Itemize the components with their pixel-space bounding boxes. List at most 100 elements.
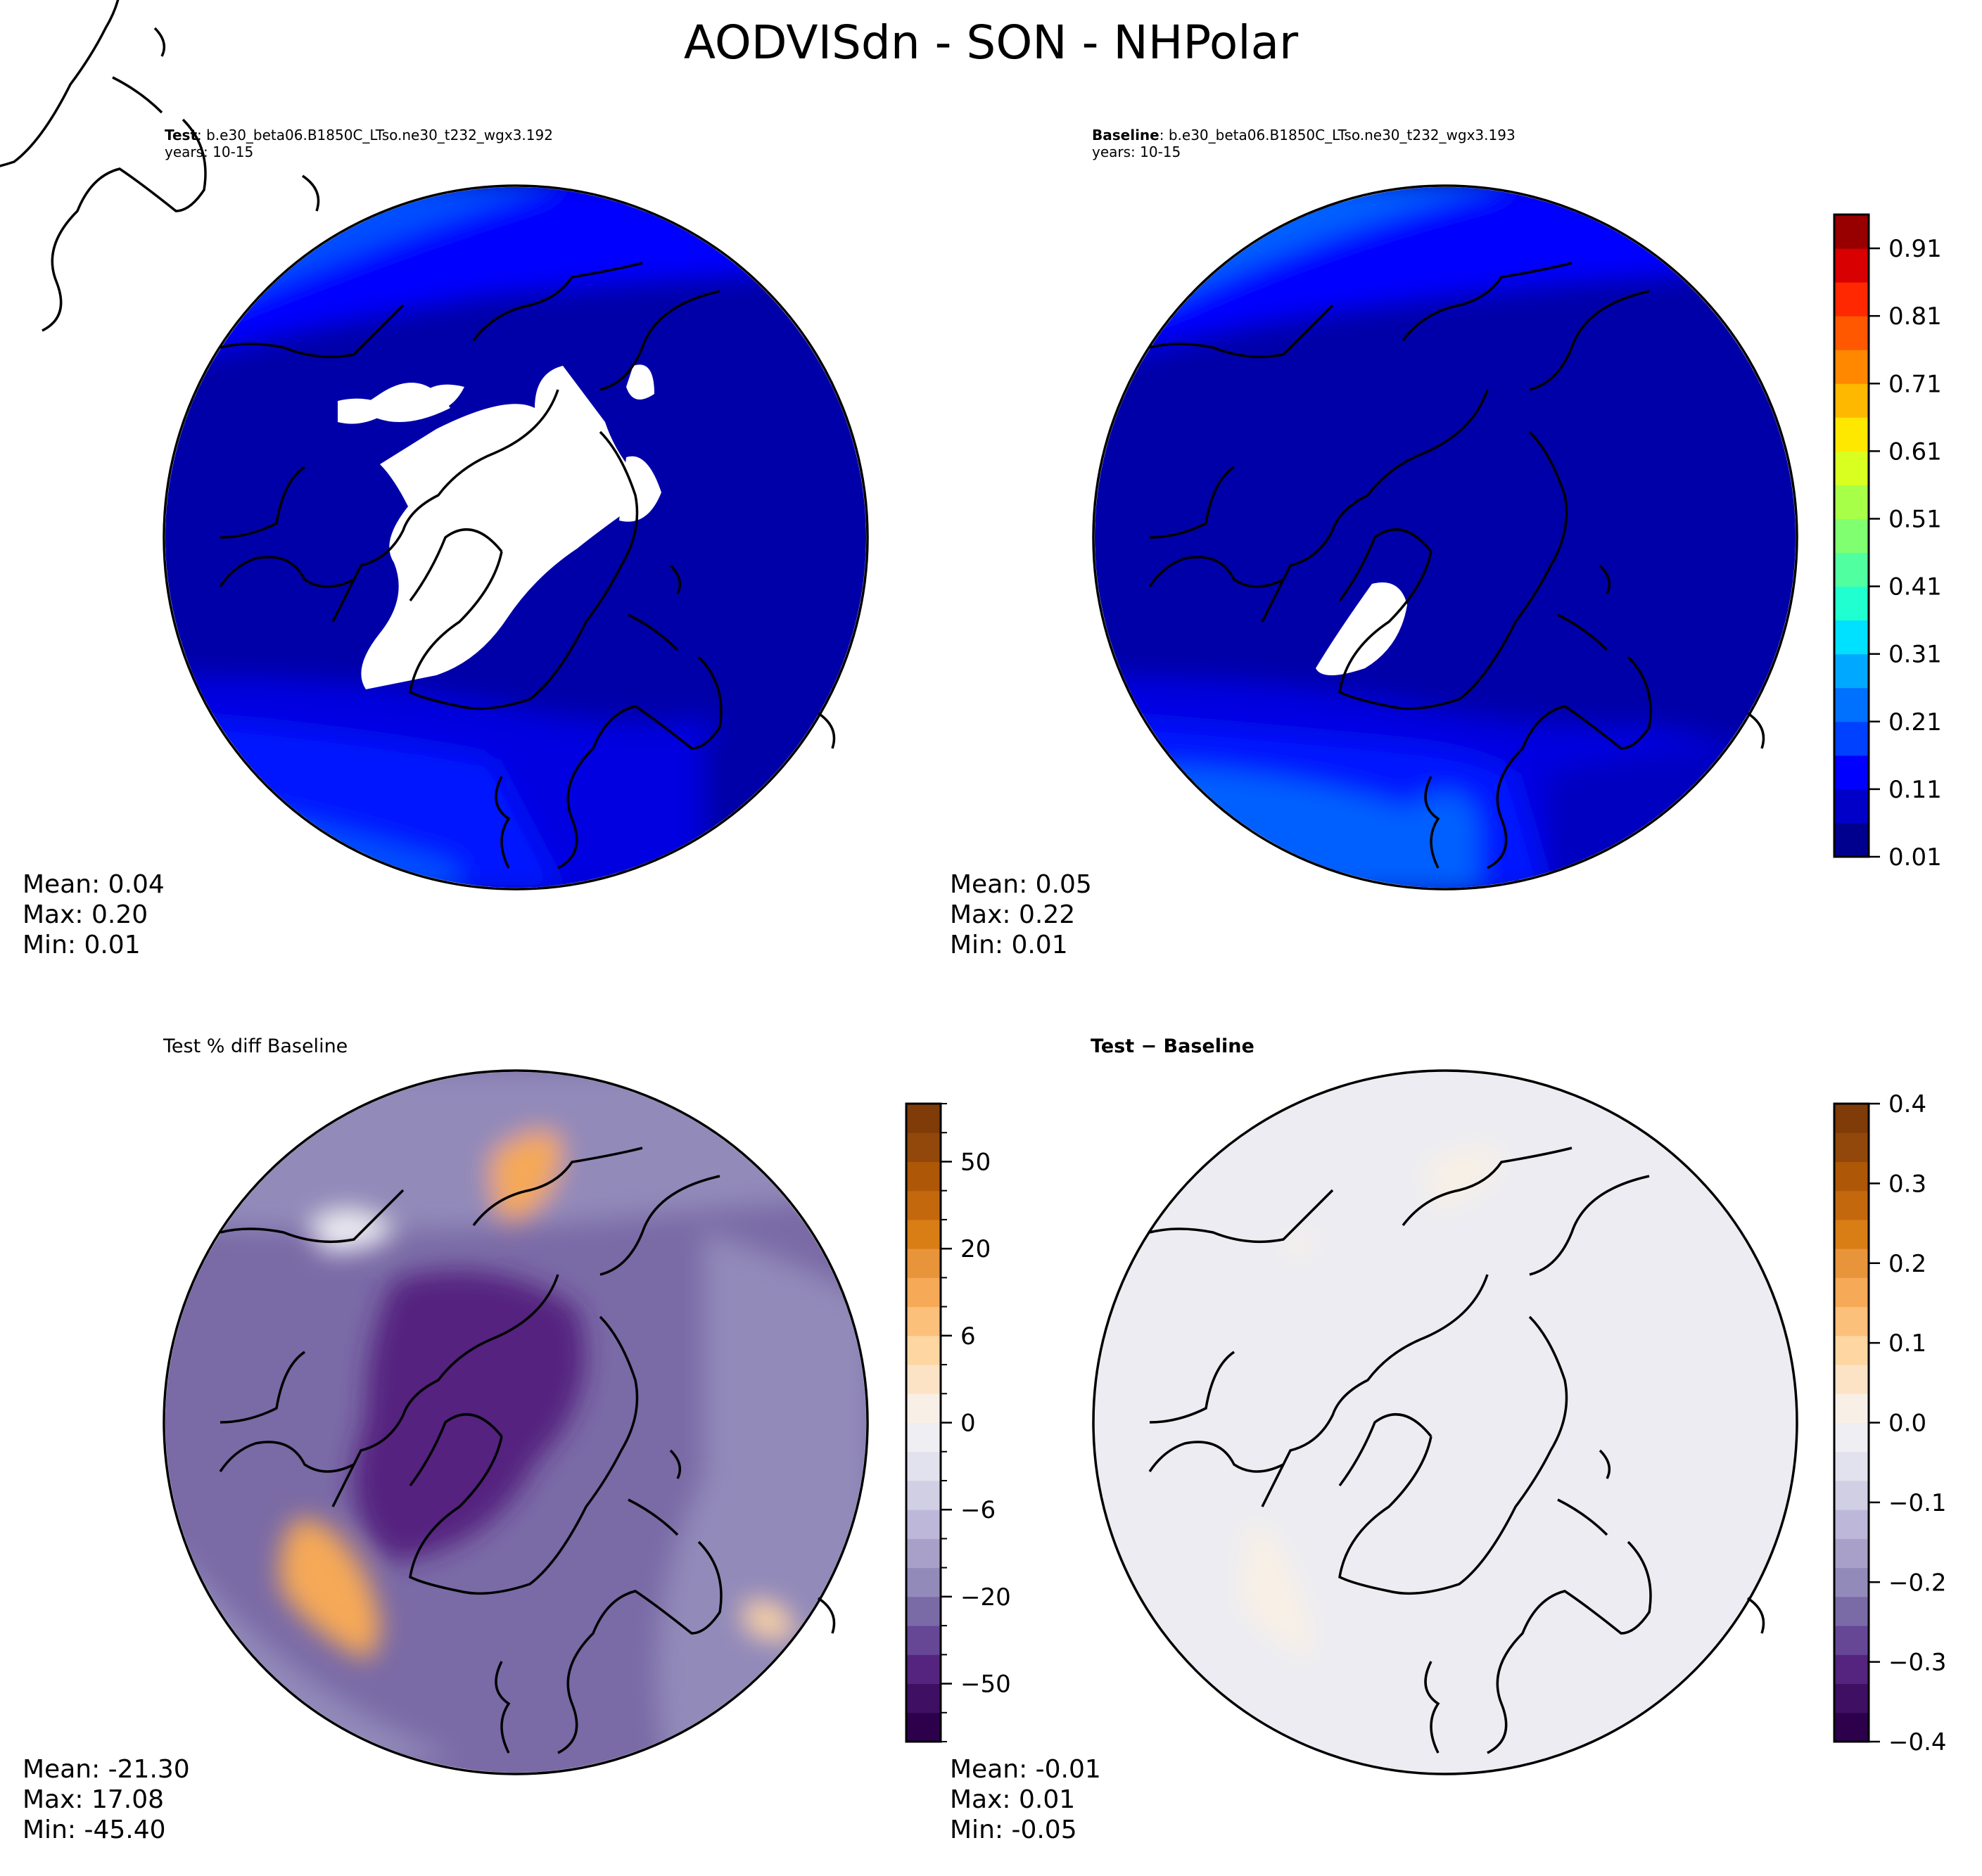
- pctdiff-colorbar-band: [906, 1422, 941, 1453]
- absdiff-tick-label: 0.2: [1888, 1250, 1926, 1278]
- jet-colorbar-band: [1834, 687, 1869, 722]
- pctdiff-colorbar-band: [906, 1538, 941, 1569]
- absdiff-colorbar-band: [1834, 1393, 1869, 1423]
- baseline-label: Baseline: [1092, 127, 1160, 143]
- abs-diff-max: Max: 0.01: [950, 1785, 1076, 1814]
- absdiff-tick-label: 0.1: [1888, 1329, 1926, 1358]
- absdiff-colorbar-band: [1834, 1451, 1869, 1481]
- jet-tick-label: 0.91: [1888, 235, 1942, 263]
- pctdiff-colorbar-band: [906, 1451, 941, 1481]
- pct-diff-mean: Mean: -21.30: [23, 1755, 190, 1784]
- baseline-mean: Mean: 0.05: [950, 870, 1092, 899]
- pctdiff-colorbar-band: [906, 1596, 941, 1626]
- baseline-max: Max: 0.22: [950, 900, 1076, 929]
- jet-colorbar: 0.01 0.11 0.21 0.31 0.41 0.51 0.61 0.71 0.81 0.91: [1833, 213, 1942, 872]
- jet-colorbar-band: [1834, 282, 1869, 317]
- absdiff-colorbar-band: [1834, 1104, 1869, 1133]
- abs-diff-colorbar: −0.4 −0.3 −0.2 −0.1 0.0 0.1 0.2 0.3 0.4: [1833, 1090, 1947, 1756]
- pctdiff-tick-label: 0: [960, 1410, 976, 1438]
- jet-colorbar-band: [1834, 620, 1869, 655]
- jet-tick-label: 0.51: [1888, 505, 1942, 533]
- absdiff-colorbar-band: [1834, 1335, 1869, 1365]
- pctdiff-colorbar-band: [906, 1712, 941, 1742]
- pctdiff-colorbar-band: [906, 1626, 941, 1655]
- jet-tick-label: 0.11: [1888, 776, 1942, 804]
- pctdiff-tick-label: −20: [960, 1583, 1011, 1612]
- pctdiff-colorbar-band: [906, 1161, 941, 1192]
- absdiff-colorbar-band: [1834, 1422, 1869, 1453]
- absdiff-tick-label: −0.2: [1888, 1569, 1947, 1597]
- abs-diff-mean: Mean: -0.01: [950, 1755, 1101, 1784]
- pctdiff-tick-label: 6: [960, 1322, 976, 1351]
- pctdiff-colorbar-band: [906, 1510, 941, 1539]
- jet-tick-label: 0.61: [1888, 438, 1942, 466]
- absdiff-colorbar-band: [1834, 1567, 1869, 1597]
- figure-title: AODVISdn - SON - NHPolar: [683, 15, 1299, 70]
- jet-tick-label: 0.81: [1888, 302, 1942, 331]
- jet-colorbar-band: [1834, 417, 1869, 452]
- test-stats: Mean: 0.04 Max: 0.20 Min: 0.01: [23, 869, 165, 960]
- baseline-map-border: [1092, 184, 1798, 891]
- jet-colorbar-band: [1834, 350, 1869, 384]
- pctdiff-tick-label: 50: [960, 1148, 991, 1176]
- pctdiff-colorbar-band: [906, 1654, 941, 1685]
- pctdiff-colorbar-band: [906, 1190, 941, 1220]
- jet-colorbar-band: [1834, 451, 1869, 485]
- abs-diff-map: [1095, 1072, 1796, 1773]
- pctdiff-colorbar-band: [906, 1335, 941, 1365]
- pct-diff-min: Min: -45.40: [23, 1816, 166, 1844]
- jet-colorbar-band: [1834, 215, 1869, 249]
- absdiff-colorbar-band: [1834, 1190, 1869, 1220]
- absdiff-colorbar-band: [1834, 1132, 1869, 1162]
- absdiff-tick-label: 0.4: [1888, 1090, 1926, 1118]
- absdiff-colorbar-band: [1834, 1626, 1869, 1655]
- pct-diff-colorbar: −50 −20 −6 0 6 20 50: [905, 1102, 1011, 1743]
- jet-tick-label: 0.01: [1888, 843, 1942, 872]
- pctdiff-colorbar-band: [906, 1132, 941, 1162]
- jet-colorbar-band: [1834, 248, 1869, 283]
- pctdiff-colorbar-band: [906, 1306, 941, 1336]
- absdiff-colorbar-band: [1834, 1654, 1869, 1685]
- jet-tick-label: 0.41: [1888, 573, 1942, 601]
- jet-tick-label: 0.71: [1888, 370, 1942, 398]
- jet-colorbar-frame: [1833, 213, 1870, 858]
- jet-colorbar-band: [1834, 383, 1869, 418]
- pctdiff-colorbar-band: [906, 1365, 941, 1394]
- absdiff-tick-label: −0.3: [1888, 1649, 1947, 1677]
- baseline-case-name: : b.e30_beta06.B1850C_LTso.ne30_t232_wgx…: [1159, 127, 1516, 143]
- absdiff-tick-label: −0.1: [1888, 1489, 1947, 1517]
- jet-colorbar-band: [1834, 653, 1869, 689]
- pctdiff-colorbar-band: [906, 1249, 941, 1278]
- baseline-panel-title: Baseline: b.e30_beta06.B1850C_LTso.ne30_…: [1092, 127, 1516, 160]
- pctdiff-colorbar-band: [906, 1480, 941, 1510]
- baseline-years: years: 10-15: [1092, 143, 1181, 160]
- absdiff-tick-label: 0.0: [1888, 1410, 1926, 1438]
- pct-diff-map: [165, 1072, 866, 1773]
- jet-colorbar-band: [1834, 518, 1869, 554]
- absdiff-colorbar-band: [1834, 1480, 1869, 1510]
- jet-colorbar-band: [1834, 721, 1869, 756]
- absdiff-colorbar-band: [1834, 1161, 1869, 1192]
- pctdiff-colorbar-band: [906, 1393, 941, 1423]
- absdiff-colorbar-band: [1834, 1365, 1869, 1394]
- absdiff-colorbar-band: [1834, 1306, 1869, 1336]
- test-map-border: [163, 184, 869, 891]
- abs-diff-title: Test − Baseline: [1091, 1035, 1254, 1057]
- jet-colorbar-band: [1834, 485, 1869, 519]
- pctdiff-colorbar-band: [906, 1277, 941, 1308]
- pctdiff-colorbar-band: [906, 1683, 941, 1714]
- baseline-stats: Mean: 0.05 Max: 0.22 Min: 0.01: [950, 869, 1092, 960]
- jet-tick-label: 0.31: [1888, 641, 1942, 669]
- pct-diff-map-border: [163, 1069, 869, 1775]
- jet-colorbar-band: [1834, 789, 1869, 824]
- pctdiff-colorbar-band: [906, 1567, 941, 1597]
- test-max: Max: 0.20: [23, 900, 148, 929]
- absdiff-colorbar-band: [1834, 1219, 1869, 1249]
- baseline-min: Min: 0.01: [950, 931, 1068, 959]
- jet-colorbar-band: [1834, 822, 1869, 857]
- jet-tick-label: 0.21: [1888, 708, 1942, 736]
- jet-colorbar-band: [1834, 586, 1869, 621]
- absdiff-tick-label: −0.4: [1888, 1728, 1947, 1756]
- pct-diff-max: Max: 17.08: [23, 1785, 165, 1814]
